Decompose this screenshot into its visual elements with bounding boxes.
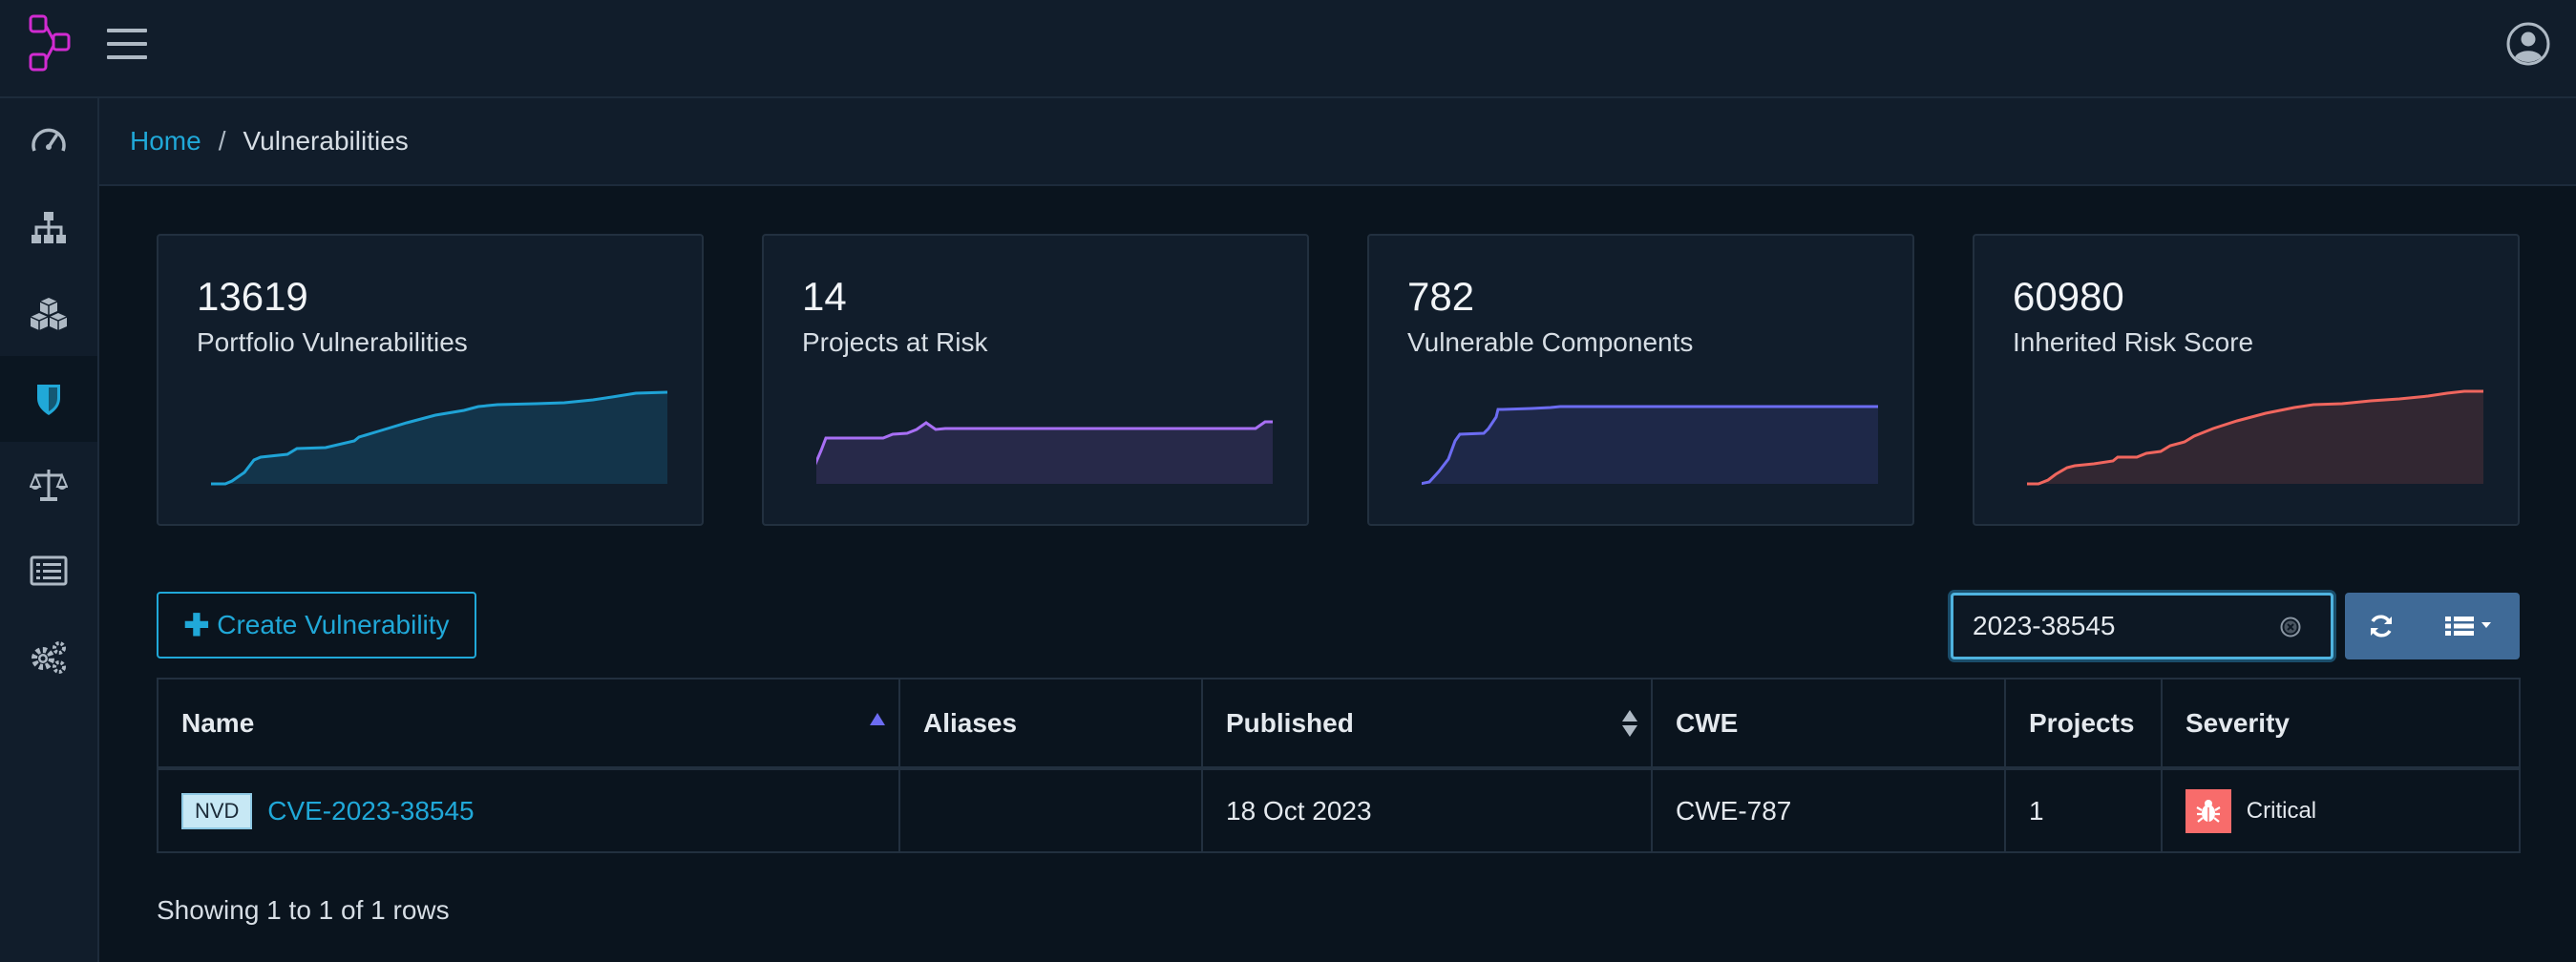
card-inherited-risk-score: 60980 Inherited Risk Score bbox=[1973, 234, 2520, 526]
card-label: Portfolio Vulnerabilities bbox=[197, 327, 468, 357]
cell-name: NVD CVE-2023-38545 bbox=[157, 767, 900, 853]
top-navbar bbox=[0, 0, 2576, 98]
card-value: 13619 bbox=[197, 274, 308, 319]
vulnerabilities-table: Name Aliases Published CWE Projects Seve… bbox=[157, 678, 2521, 853]
sidebar bbox=[0, 98, 99, 962]
search-box bbox=[1951, 593, 2333, 659]
sparkline-portfolio-vulnerabilities bbox=[211, 390, 667, 486]
card-portfolio-vulnerabilities: 13619 Portfolio Vulnerabilities bbox=[157, 234, 704, 526]
cell-aliases bbox=[898, 767, 1203, 853]
sitemap-icon bbox=[32, 212, 66, 243]
column-header-published[interactable]: Published bbox=[1201, 678, 1653, 770]
column-header-projects[interactable]: Projects bbox=[2004, 678, 2163, 770]
gears-icon bbox=[32, 641, 66, 674]
list-columns-icon bbox=[2445, 617, 2491, 636]
table-toolbar-button-group bbox=[2345, 593, 2520, 659]
dashboard-icon bbox=[32, 128, 66, 152]
sidebar-item-license[interactable] bbox=[0, 442, 97, 528]
breadcrumb-home-link[interactable]: Home bbox=[130, 126, 201, 156]
search-input[interactable] bbox=[1973, 609, 2259, 643]
sparkline-inherited-risk-score bbox=[2027, 389, 2483, 486]
user-circle-icon[interactable] bbox=[2505, 21, 2551, 67]
table-row: NVD CVE-2023-38545 18 Oct 2023 CWE-787 1… bbox=[157, 767, 2521, 853]
bug-icon bbox=[2185, 788, 2231, 833]
refresh-button[interactable] bbox=[2345, 593, 2417, 659]
card-value: 14 bbox=[802, 274, 847, 319]
refresh-icon bbox=[2370, 615, 2392, 638]
table-header-row: Name Aliases Published CWE Projects Seve… bbox=[157, 678, 2521, 770]
source-badge: NVD bbox=[181, 792, 253, 829]
hamburger-icon[interactable] bbox=[107, 29, 147, 61]
sidebar-item-dashboard[interactable] bbox=[0, 98, 97, 184]
card-projects-at-risk: 14 Projects at Risk bbox=[762, 234, 1309, 526]
sparkline-projects-at-risk bbox=[816, 420, 1273, 484]
severity-label: Critical bbox=[2246, 797, 2317, 824]
cell-published: 18 Oct 2023 bbox=[1201, 767, 1653, 853]
plus-icon: ✚ bbox=[183, 608, 210, 642]
cell-projects: 1 bbox=[2004, 767, 2163, 853]
column-header-aliases[interactable]: Aliases bbox=[898, 678, 1203, 770]
sort-ascending-icon bbox=[870, 713, 885, 725]
card-value: 60980 bbox=[2013, 274, 2124, 319]
sidebar-item-components[interactable] bbox=[0, 270, 97, 356]
shield-icon bbox=[37, 385, 60, 415]
create-vulnerability-button[interactable]: ✚ Create Vulnerability bbox=[157, 592, 476, 659]
columns-dropdown-button[interactable] bbox=[2417, 593, 2520, 659]
sparkline-vulnerable-components bbox=[1422, 405, 1878, 486]
vulnerability-link[interactable]: CVE-2023-38545 bbox=[267, 795, 475, 826]
create-vulnerability-label: Create Vulnerability bbox=[217, 610, 450, 639]
breadcrumb-current: Vulnerabilities bbox=[243, 126, 409, 156]
card-label: Projects at Risk bbox=[802, 327, 988, 357]
breadcrumb-separator: / bbox=[218, 126, 226, 156]
sidebar-item-administration[interactable] bbox=[0, 614, 97, 700]
card-label: Inherited Risk Score bbox=[2013, 327, 2254, 357]
clear-circle-icon[interactable] bbox=[2280, 617, 2301, 638]
column-header-cwe[interactable]: CWE bbox=[1651, 678, 2006, 770]
cubes-icon bbox=[30, 298, 68, 330]
card-value: 782 bbox=[1407, 274, 1475, 319]
column-header-name[interactable]: Name bbox=[157, 678, 900, 770]
list-alt-icon bbox=[30, 555, 68, 586]
balance-scale-icon bbox=[30, 470, 68, 501]
card-label: Vulnerable Components bbox=[1407, 327, 1694, 357]
dependency-track-logo[interactable] bbox=[27, 13, 74, 76]
pagination-info: Showing 1 to 1 of 1 rows bbox=[157, 895, 450, 925]
cell-cwe: CWE-787 bbox=[1651, 767, 2006, 853]
breadcrumb: Home / Vulnerabilities bbox=[99, 98, 2576, 186]
column-header-severity[interactable]: Severity bbox=[2161, 678, 2521, 770]
card-vulnerable-components: 782 Vulnerable Components bbox=[1367, 234, 1914, 526]
cell-severity: Critical bbox=[2161, 767, 2521, 853]
sidebar-item-projects[interactable] bbox=[0, 184, 97, 270]
sidebar-item-vulnerabilities[interactable] bbox=[0, 356, 97, 442]
sidebar-item-policy[interactable] bbox=[0, 528, 97, 614]
sort-icon bbox=[1622, 710, 1637, 737]
